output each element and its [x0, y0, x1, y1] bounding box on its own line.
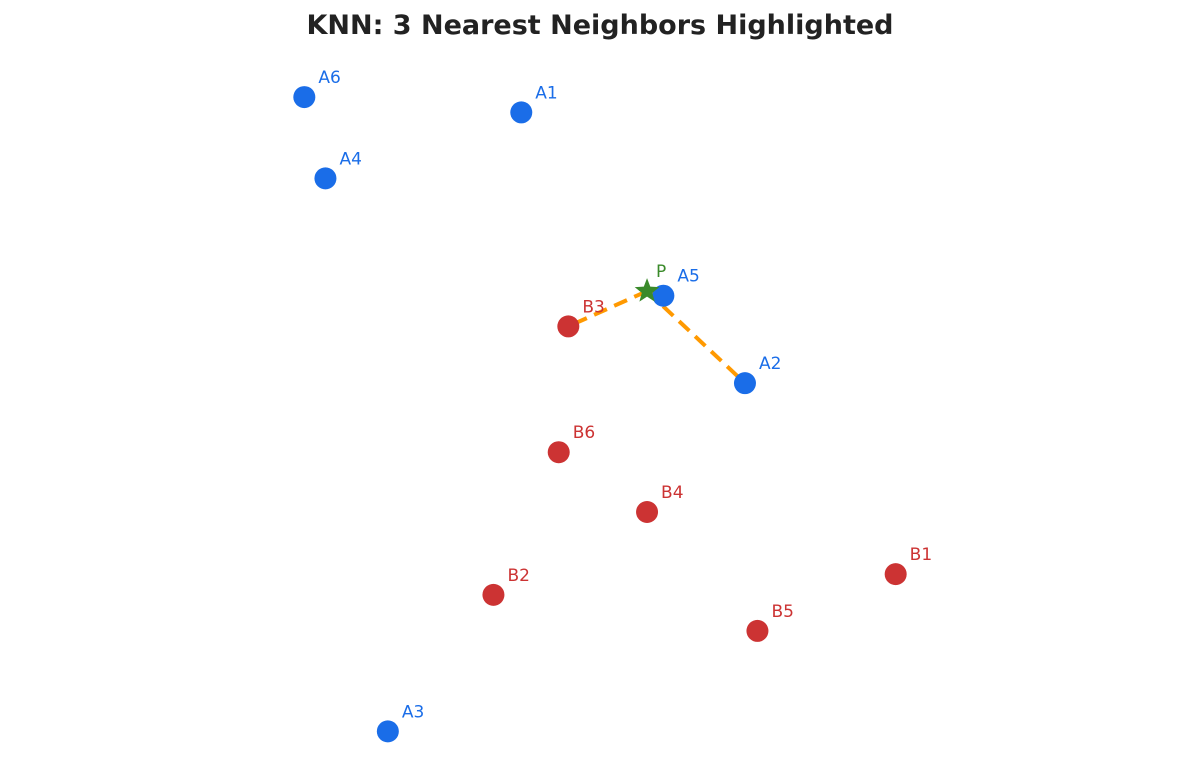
neighbor-line-b3	[567, 289, 648, 329]
point-label-a4: A4	[339, 149, 361, 169]
point-label-b3: B3	[582, 297, 604, 317]
point-label-b6: B6	[573, 423, 595, 443]
point-b4	[636, 501, 659, 524]
data-points	[293, 86, 907, 743]
point-b3	[557, 315, 580, 338]
point-label-b1: B1	[910, 545, 932, 565]
point-a2	[733, 372, 756, 395]
point-labels: A1 A2 A3 A4 A5 A6 B1 B2 B3 B4 B5 B6	[318, 68, 932, 722]
point-b2	[482, 583, 505, 606]
point-a3	[376, 720, 399, 743]
chart-title: KNN: 3 Nearest Neighbors Highlighted	[306, 10, 894, 41]
point-a1	[510, 101, 533, 124]
point-label-a6: A6	[318, 68, 340, 88]
point-label-a5: A5	[677, 267, 699, 287]
point-a6	[293, 86, 316, 109]
point-a5	[652, 284, 675, 307]
point-label-b5: B5	[771, 602, 793, 622]
point-label-b4: B4	[661, 483, 683, 503]
point-label-a1: A1	[535, 83, 557, 103]
point-label-b2: B2	[507, 566, 529, 586]
point-b6	[547, 441, 570, 464]
point-b5	[746, 619, 769, 642]
query-point-star	[634, 278, 660, 302]
query-point-label: P	[656, 262, 666, 282]
point-b1	[884, 563, 907, 586]
query-point-group: P	[634, 262, 666, 302]
point-label-a3: A3	[402, 702, 424, 722]
point-label-a2: A2	[759, 354, 781, 374]
point-a4	[314, 167, 337, 190]
